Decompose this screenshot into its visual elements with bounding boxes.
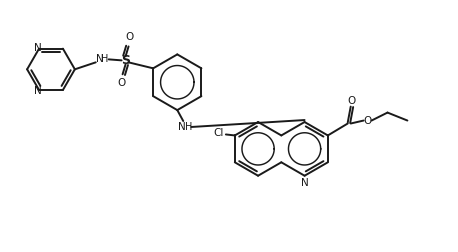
- Text: O: O: [125, 33, 134, 43]
- Text: O: O: [364, 115, 372, 125]
- Text: H: H: [101, 54, 109, 64]
- Text: S: S: [121, 54, 130, 67]
- Text: N: N: [301, 178, 308, 188]
- Text: O: O: [117, 78, 125, 88]
- Text: N: N: [178, 122, 186, 132]
- Text: N: N: [96, 54, 104, 64]
- Text: N: N: [34, 86, 42, 96]
- Text: H: H: [185, 122, 192, 132]
- Text: O: O: [348, 96, 356, 106]
- Text: N: N: [34, 43, 42, 53]
- Text: Cl: Cl: [214, 129, 224, 138]
